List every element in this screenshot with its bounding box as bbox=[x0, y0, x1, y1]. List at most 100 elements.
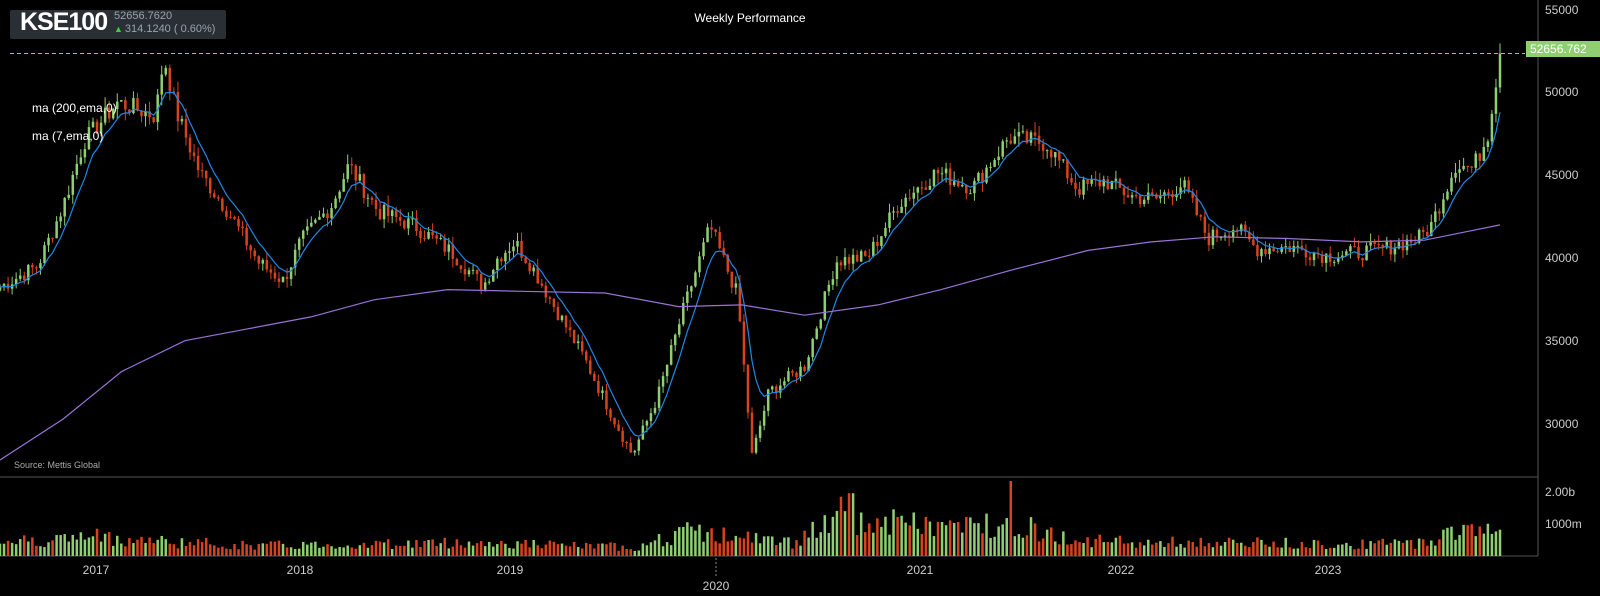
candle-body bbox=[83, 149, 87, 158]
volume-bar bbox=[969, 517, 972, 556]
volume-bar bbox=[443, 537, 446, 556]
candle-body bbox=[520, 240, 523, 258]
volume-bar bbox=[63, 534, 66, 556]
volume-bar bbox=[1332, 547, 1336, 556]
candle-body bbox=[609, 409, 612, 418]
candle-body bbox=[754, 437, 758, 453]
volume-bar bbox=[985, 513, 988, 556]
candle-body bbox=[407, 218, 410, 229]
volume-bar bbox=[944, 525, 948, 556]
candle-body bbox=[463, 269, 467, 275]
candle-body bbox=[876, 241, 879, 246]
volume-bar bbox=[665, 542, 669, 556]
candle-body bbox=[269, 269, 273, 273]
candle-body bbox=[1393, 248, 1397, 255]
candle-body bbox=[912, 192, 915, 199]
volume-tick-label: 1000m bbox=[1545, 517, 1582, 531]
volume-bar bbox=[516, 541, 519, 556]
volume-bar bbox=[536, 545, 539, 556]
volume-bar bbox=[900, 515, 903, 556]
volume-bar bbox=[301, 541, 305, 556]
candle-body bbox=[1195, 197, 1199, 216]
candle-body bbox=[698, 256, 701, 273]
candle-body bbox=[552, 298, 556, 307]
candle-body bbox=[1345, 251, 1348, 256]
volume-bar bbox=[144, 542, 147, 556]
candle-body bbox=[204, 170, 208, 179]
volume-bar bbox=[487, 541, 491, 556]
candle-body bbox=[1082, 179, 1085, 195]
volume-bar bbox=[1215, 541, 1219, 556]
volume-bar bbox=[835, 510, 839, 556]
candle-body bbox=[762, 410, 766, 426]
candle-body bbox=[374, 200, 378, 209]
candle-body bbox=[184, 118, 188, 138]
candle-body bbox=[617, 424, 620, 431]
candle-body bbox=[532, 267, 535, 272]
volume-bar bbox=[1361, 539, 1364, 556]
volume-bar bbox=[1442, 529, 1445, 556]
volume-bar bbox=[868, 523, 871, 556]
volume-bar bbox=[633, 550, 637, 556]
volume-bar bbox=[330, 546, 333, 556]
volume-bar bbox=[1454, 539, 1457, 556]
volume-bar bbox=[1248, 547, 1251, 556]
candle-body bbox=[2, 283, 6, 288]
volume-bar bbox=[1155, 542, 1158, 556]
volume-bar bbox=[1114, 537, 1118, 556]
volume-bar bbox=[839, 496, 843, 556]
candle-body bbox=[770, 386, 774, 390]
volume-bar bbox=[1498, 529, 1502, 556]
volume-bar bbox=[334, 548, 337, 556]
volume-bar bbox=[621, 545, 624, 556]
volume-bar bbox=[1244, 545, 1247, 556]
volume-bar bbox=[148, 537, 151, 556]
candle-body bbox=[512, 246, 515, 252]
volume-bar bbox=[47, 542, 50, 556]
volume-bar bbox=[750, 542, 754, 556]
volume-bar bbox=[407, 540, 410, 556]
candle-body bbox=[6, 283, 10, 289]
volume-bar bbox=[1341, 544, 1344, 556]
volume-bar bbox=[492, 546, 495, 556]
indicator-ma7-label: ma (7,ema,0) bbox=[32, 129, 104, 143]
candle-body bbox=[1215, 229, 1219, 238]
candle-body bbox=[1264, 249, 1267, 255]
y-tick-label: 45000 bbox=[1545, 168, 1579, 182]
volume-bar bbox=[989, 537, 992, 556]
candle-body bbox=[593, 373, 596, 381]
volume-bar bbox=[350, 547, 354, 556]
volume-bar bbox=[605, 544, 608, 556]
candle-body bbox=[257, 256, 261, 264]
volume-bar bbox=[1365, 548, 1368, 556]
volume-bar bbox=[1070, 544, 1073, 556]
x-tick-label: 2019 bbox=[496, 563, 524, 577]
candle-body bbox=[471, 269, 475, 271]
volume-bar bbox=[1211, 547, 1215, 556]
candle-body bbox=[1207, 232, 1211, 246]
candle-body bbox=[908, 197, 911, 199]
candle-body bbox=[467, 270, 471, 275]
candle-body bbox=[1078, 189, 1081, 195]
candle-body bbox=[79, 157, 83, 164]
candle-body bbox=[928, 185, 932, 190]
candle-body bbox=[431, 232, 434, 236]
volume-bar bbox=[120, 543, 123, 556]
candle-body bbox=[1025, 131, 1029, 143]
volume-bar bbox=[354, 548, 358, 556]
volume-bar bbox=[661, 546, 665, 556]
candle-body bbox=[261, 260, 265, 264]
volume-bar bbox=[859, 512, 863, 556]
candle-body bbox=[1498, 53, 1502, 88]
candle-body bbox=[1446, 191, 1449, 200]
volume-bar bbox=[1066, 544, 1069, 556]
ticker-change-value: 314.1240 ( 0.60%) bbox=[124, 23, 216, 35]
candle-body bbox=[540, 283, 544, 286]
candle-body bbox=[492, 269, 495, 282]
candle-body bbox=[633, 450, 637, 453]
candle-body bbox=[399, 217, 402, 221]
volume-bar bbox=[39, 546, 42, 556]
candle-body bbox=[1361, 258, 1364, 261]
candle-body bbox=[1276, 251, 1279, 253]
candle-body bbox=[1341, 255, 1344, 258]
